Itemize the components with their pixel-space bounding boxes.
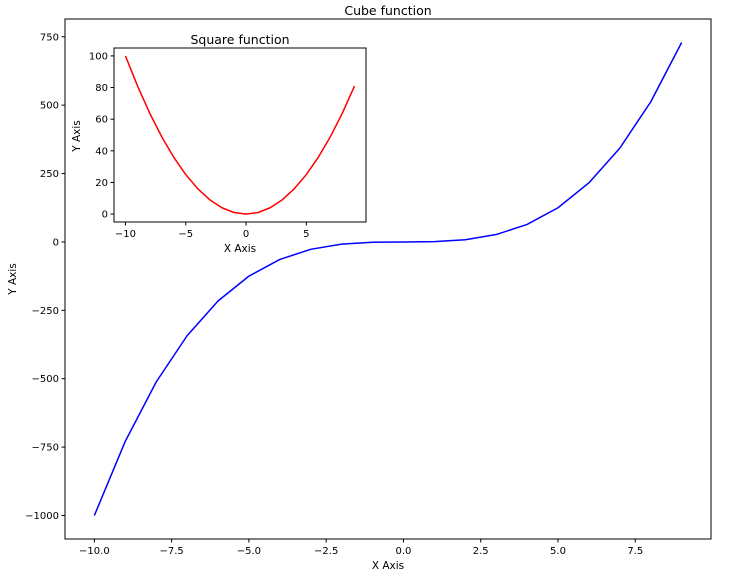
main-x-tick-label: 2.5 [473,546,489,557]
main-y-tick-label: −500 [32,374,59,385]
inset-plot-frame [113,47,367,223]
main-x-tick-label: 5.0 [550,546,566,557]
inset-y-tick-label: 0 [102,210,108,221]
main-x-tick-label: 0.0 [396,546,412,557]
inset-chart-title: Square function [190,32,289,47]
main-x-tick-label: 7.5 [627,546,643,557]
main-y-tick-label: −750 [32,443,59,454]
inset-y-tick-label: 60 [95,115,108,126]
inset-x-tick-label: 0 [243,229,249,240]
inset-y-tick-label: 100 [89,51,108,62]
main-x-tick-label: −10.0 [79,546,110,557]
main-y-tick-label: 750 [40,32,59,43]
inset-x-tick-label: −10 [115,229,136,240]
inset-series-line-0 [124,55,356,215]
main-line-layer [93,42,683,516]
inset-y-tick-label: 80 [95,83,108,94]
main-plot-frame [64,18,712,540]
main-x-ticks: −10.0 −7.5 −5.0 −2.5 0.0 2.5 5.0 7.5 [79,539,643,557]
inset-y-tick-label: 40 [95,146,108,157]
main-y-tick-label: −250 [32,306,59,317]
main-series-line-0 [93,42,683,516]
main-x-tick-label: −5.0 [237,546,261,557]
main-chart-title: Cube function [344,3,431,18]
main-y-tick-label: 500 [40,101,59,112]
main-y-tick-label: 0 [53,237,59,248]
inset-y-ticks: 0 20 40 60 80 100 [89,51,114,221]
main-y-ticks: −1000 −750 −500 −250 0 250 500 750 [25,32,65,522]
inset-x-ticks: −10 −5 0 5 [115,222,310,240]
main-x-axis-label: X Axis [372,560,404,572]
inset-line-layer [124,55,356,215]
main-y-tick-label: −1000 [25,511,59,522]
main-x-tick-label: −7.5 [159,546,183,557]
inset-x-tick-label: 5 [303,229,309,240]
main-y-tick-label: 250 [40,169,59,180]
inset-y-axis-label: Y Axis [71,120,83,153]
inset-plot-area [114,48,366,222]
inset-x-axis-label: X Axis [224,243,256,255]
inset-x-tick-label: −5 [178,229,193,240]
inset-axes: −10 −5 0 5 0 20 40 60 80 100 Square function X A… [71,32,367,255]
main-x-tick-label: −2.5 [314,546,338,557]
main-y-axis-label: Y Axis [7,263,19,296]
inset-y-tick-label: 20 [95,178,108,189]
